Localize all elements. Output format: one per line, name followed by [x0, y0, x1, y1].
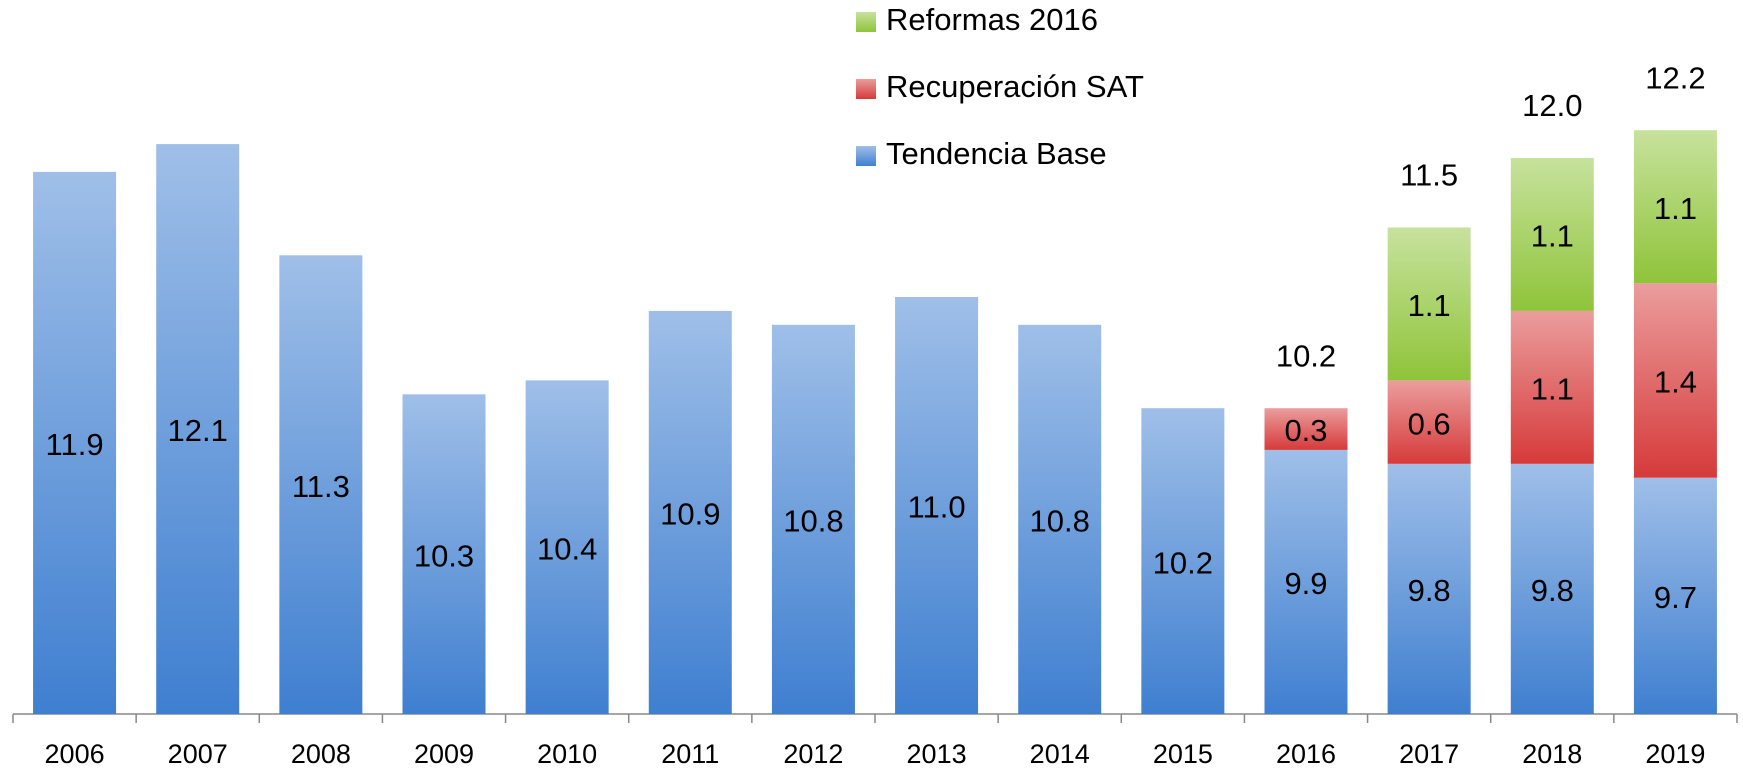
value-label: 10.8	[783, 504, 843, 539]
x-tick-label: 2007	[168, 739, 228, 769]
bar-segment	[771, 324, 855, 714]
legend-label: Tendencia Base	[886, 136, 1107, 171]
value-label: 9.7	[1654, 580, 1697, 615]
total-label: 12.0	[1522, 88, 1582, 123]
bar-segment	[279, 255, 363, 715]
bar-segment	[402, 394, 486, 714]
bar-segment	[648, 310, 732, 714]
bar-segment	[1387, 463, 1471, 714]
value-label: 10.2	[1153, 545, 1213, 580]
bar-segment	[1633, 283, 1717, 478]
legend-swatch	[856, 146, 876, 166]
bar-segment	[525, 380, 609, 714]
legend-label: Recuperación SAT	[886, 69, 1144, 104]
bar-segment	[1387, 380, 1471, 464]
value-label: 10.9	[660, 497, 720, 532]
x-tick-label: 2013	[907, 739, 967, 769]
value-label: 11.3	[292, 469, 350, 504]
x-tick-label: 2010	[537, 739, 597, 769]
value-label: 9.8	[1531, 573, 1574, 608]
bar-segment	[1510, 310, 1594, 464]
value-label: 11.9	[46, 427, 104, 462]
value-label: 11.0	[908, 490, 966, 525]
x-tick-label: 2011	[661, 739, 719, 769]
x-tick-label: 2014	[1030, 739, 1090, 769]
x-tick-label: 2019	[1645, 739, 1705, 769]
total-label: 11.5	[1400, 158, 1458, 193]
value-label: 1.1	[1408, 288, 1451, 323]
bar-segment	[1633, 130, 1717, 284]
bar-segment	[1264, 408, 1348, 450]
value-label: 0.6	[1408, 406, 1451, 441]
bar-segment	[1387, 227, 1471, 381]
value-label: 9.9	[1284, 566, 1327, 601]
x-tick-label: 2009	[414, 739, 474, 769]
x-tick-label: 2006	[45, 739, 105, 769]
legend-swatch	[856, 79, 876, 99]
x-tick-label: 2008	[291, 739, 351, 769]
total-label: 10.2	[1276, 338, 1336, 373]
bar-segment	[1510, 158, 1594, 311]
value-label: 12.1	[168, 413, 228, 448]
value-label: 10.3	[414, 538, 474, 573]
bar-segment	[1264, 449, 1348, 714]
x-tick-label: 2018	[1522, 739, 1582, 769]
legend-swatch	[856, 12, 876, 32]
value-label: 10.8	[1030, 504, 1090, 539]
bar-segment	[1018, 324, 1102, 714]
value-label: 1.1	[1654, 191, 1697, 226]
x-tick-label: 2017	[1399, 739, 1459, 769]
bar-segment	[156, 144, 240, 715]
legend-label: Reformas 2016	[886, 2, 1098, 37]
bar-segment	[1141, 408, 1225, 714]
value-label: 1.1	[1531, 372, 1574, 407]
value-label: 1.1	[1531, 219, 1574, 254]
bar-segment	[33, 171, 117, 714]
bar-segment	[895, 297, 979, 714]
value-label: 1.4	[1654, 365, 1697, 400]
value-label: 10.4	[537, 531, 597, 566]
value-label: 9.8	[1408, 573, 1451, 608]
bar-segment	[1510, 463, 1594, 714]
total-label: 12.2	[1645, 60, 1705, 95]
bar-segment	[1633, 477, 1717, 714]
x-tick-label: 2012	[783, 739, 843, 769]
x-tick-label: 2016	[1276, 739, 1336, 769]
x-tick-label: 2015	[1153, 739, 1213, 769]
value-label: 0.3	[1284, 413, 1327, 448]
